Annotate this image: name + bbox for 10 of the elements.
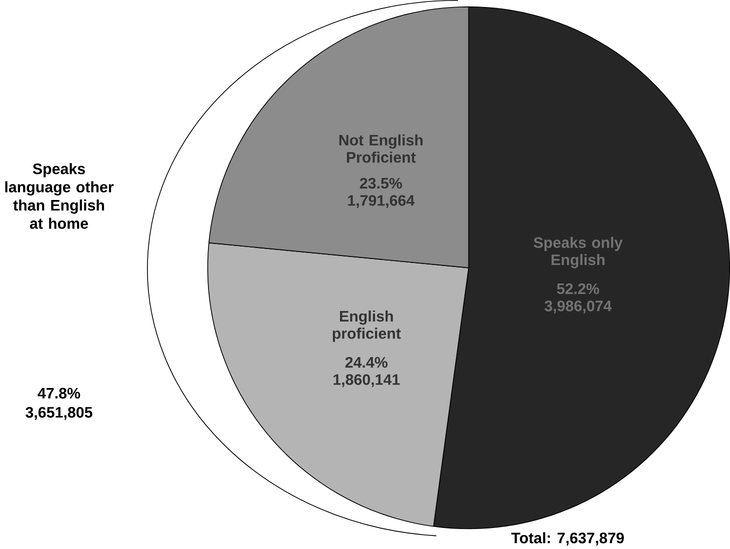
slice-label: English proficient [332,310,401,342]
text: Speaks language other than English at home [5,163,114,229]
text: 47.8% [38,388,80,399]
data-label: 23.5% 1,791,664 [348,178,415,208]
data-label: 24.4% 1,860,141 [334,357,400,388]
text: Total: 7,637,879 [511,532,624,546]
slice-label: Not English Proficient [339,134,423,163]
text: 3,651,805 [26,407,92,420]
data-label: 52.2% 3,986,074 [544,283,612,314]
slice-label: Speaks only English [534,236,623,268]
